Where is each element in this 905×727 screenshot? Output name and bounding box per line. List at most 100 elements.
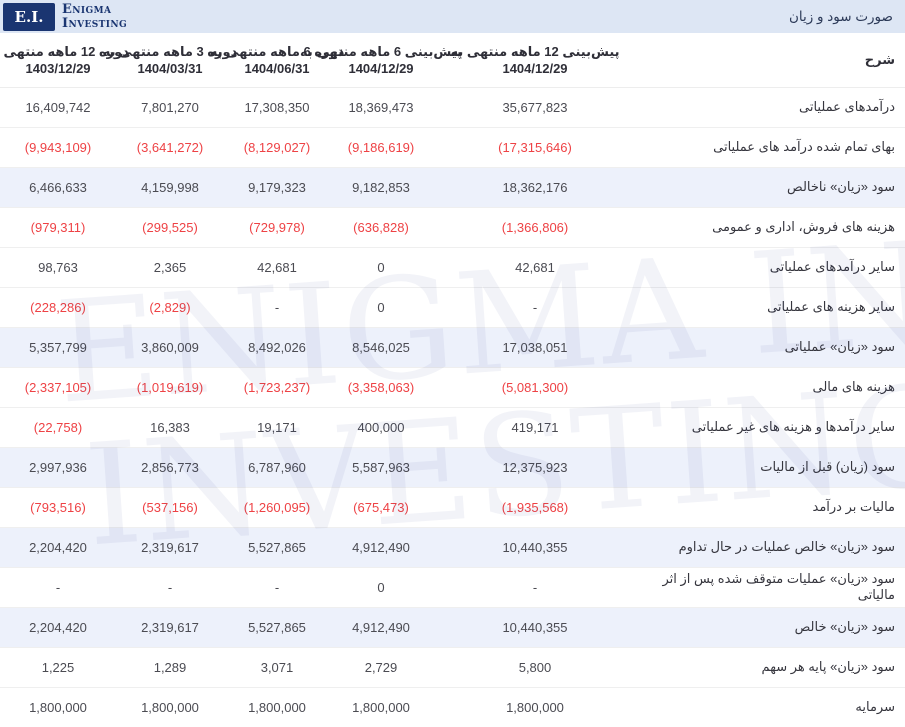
table-row: سود (زیان) قبل از مالیات 12,375,923 5,587,… [0, 447, 905, 487]
cell-value: (729,978) [249, 219, 305, 235]
brand-initials: E.I. [14, 7, 44, 26]
cell-value: - [532, 579, 538, 595]
table-row: هزینه های فروش، اداری و عمومی (1,366,806)… [0, 207, 905, 247]
cell-value: 1,225 [41, 659, 75, 675]
cell-value: 1,800,000 [352, 699, 410, 715]
cell-value: 0 [377, 579, 385, 595]
cell-value: 42,681 [515, 259, 555, 275]
cell-value: 2,204,420 [29, 619, 87, 635]
cell-value: (675,473) [353, 499, 409, 515]
cell-value: - [532, 299, 538, 315]
cell-value: 98,763 [38, 259, 78, 275]
cell-value: 7,801,270 [141, 99, 199, 115]
page-title: صورت سود و زیان [788, 8, 893, 24]
cell-value: 18,369,473 [348, 99, 414, 115]
cell-value: 10,440,355 [502, 539, 568, 555]
cell-value: 2,856,773 [141, 459, 199, 475]
row-label: بهای تمام شده درآمد های عملیاتی [713, 139, 895, 154]
cell-value: 1,289 [153, 659, 187, 675]
row-label: سود «زیان» خالص عملیات در حال تداوم [678, 539, 895, 554]
cell-value: (2,337,105) [24, 379, 92, 395]
row-label: سرمایه [855, 699, 895, 715]
column-header-period-12m: دوره 12 ماهه منتهی به 1403/12/29 [0, 33, 129, 87]
cell-value: (636,828) [353, 219, 409, 235]
cell-value: (537,156) [142, 499, 198, 515]
cell-value: 10,440,355 [502, 619, 568, 635]
row-label: هزینه های فروش، اداری و عمومی [712, 219, 895, 234]
cell-value: 4,912,490 [352, 619, 410, 635]
cell-value: 16,409,742 [25, 99, 91, 115]
column-header-forecast-12m: پیش‌بینی 12 ماهه منتهی به 1404/12/29 [432, 33, 638, 87]
table-row: سایر درآمدها و هزینه های غیر عملیاتی 419,… [0, 407, 905, 447]
table-row: بهای تمام شده درآمد های عملیاتی (17,315,6… [0, 127, 905, 167]
cell-value: (3,358,063) [347, 379, 415, 395]
cell-value: 5,587,963 [352, 459, 410, 475]
column-header-label: دوره 6 ماهه منتهی به [209, 43, 345, 59]
cell-value: (9,186,619) [347, 139, 415, 155]
cell-value: 5,527,865 [248, 619, 306, 635]
cell-value: - [274, 579, 280, 595]
column-header-label: دوره 12 ماهه منتهی به [0, 43, 129, 59]
cell-value: 3,860,009 [141, 339, 199, 355]
table-row: سود «زیان» پایه هر سهم 5,800 2,729 3,071 1,2… [0, 647, 905, 687]
table-row: مالیات بر درآمد (1,935,568) (675,473) (1,26… [0, 487, 905, 527]
column-header-label: پیش‌بینی 12 ماهه منتهی به [450, 43, 620, 59]
cell-value: - [274, 299, 280, 315]
brand-name-line1: Enigma [62, 2, 112, 18]
table-row: سود «زیان» عملیاتی 17,038,051 8,546,025 8,4… [0, 327, 905, 367]
cell-value: (5,081,300) [501, 379, 569, 395]
cell-value: 42,681 [257, 259, 297, 275]
cell-value: 0 [377, 299, 385, 315]
column-header-label: پیش‌بینی 6 ماهه منتهی به [300, 43, 462, 59]
cell-value: 0 [377, 259, 385, 275]
column-header-label: دوره 3 ماهه منتهی به [102, 43, 238, 59]
cell-value: 12,375,923 [502, 459, 568, 475]
cell-value: 2,729 [364, 659, 398, 675]
cell-value: (2,829) [149, 299, 191, 315]
row-label: سود (زیان) قبل از مالیات [760, 459, 895, 474]
cell-value: 1,800,000 [506, 699, 564, 715]
cell-value: 2,319,617 [141, 619, 199, 635]
income-statement-table: شرح پیش‌بینی 12 ماهه منتهی به 1404/12/29… [0, 33, 905, 727]
cell-value: (3,641,272) [136, 139, 204, 155]
cell-value: 5,527,865 [248, 539, 306, 555]
brand-logo-mark: E.I. [3, 2, 55, 31]
cell-value: 1,800,000 [29, 699, 87, 715]
row-label: سود «زیان» ناخالص [787, 179, 895, 194]
row-label: سود «زیان» پایه هر سهم [761, 659, 895, 674]
cell-value: 17,308,350 [244, 99, 310, 115]
brand-name: Enigma Investing [62, 3, 127, 30]
table-row: سایر درآمدهای عملیاتی 42,681 0 42,681 2,365 9… [0, 247, 905, 287]
cell-value: (9,943,109) [24, 139, 92, 155]
cell-value: (17,315,646) [498, 139, 572, 155]
cell-value: (8,129,027) [243, 139, 311, 155]
row-label: سود «زیان» عملیاتی [784, 339, 895, 354]
top-bar: E.I. Enigma Investing صورت سود و زیان [0, 0, 905, 33]
cell-value: (299,525) [142, 219, 198, 235]
cell-value: (979,311) [30, 219, 86, 235]
cell-value: (1,366,806) [501, 219, 569, 235]
table-row: هزینه های مالی (5,081,300) (3,358,063) (1,7… [0, 367, 905, 407]
cell-value: 35,677,823 [502, 99, 568, 115]
cell-value: 17,038,051 [502, 339, 568, 355]
cell-value: 8,546,025 [352, 339, 410, 355]
cell-value: 4,159,998 [141, 179, 199, 195]
table-row: درآمدهای عملیاتی 35,677,823 18,369,473 17,3… [0, 87, 905, 127]
column-header-period-6m: دوره 6 ماهه منتهی به 1404/06/31 [210, 33, 345, 87]
table-row: سایر هزینه های عملیاتی - 0 - (2,829) (228,286… [0, 287, 905, 327]
row-label: سود «زیان» خالص [794, 619, 895, 634]
column-header-period-3m: دوره 3 ماهه منتهی به 1404/03/31 [103, 33, 238, 87]
column-header-description: شرح [864, 51, 895, 67]
cell-value: 2,204,420 [29, 539, 87, 555]
table-header-row: شرح پیش‌بینی 12 ماهه منتهی به 1404/12/29… [0, 33, 905, 87]
table-row: سود «زیان» عملیات متوقف شده پس از اثر ما… [0, 567, 905, 607]
row-label: هزینه های مالی [812, 379, 895, 394]
cell-value: (1,723,237) [243, 379, 311, 395]
row-label: سود «زیان» عملیات متوقف شده پس از اثر ما… [662, 571, 895, 602]
brand-logo[interactable]: E.I. Enigma Investing [3, 2, 127, 31]
column-header-date: 1404/12/29 [348, 60, 414, 76]
cell-value: 3,071 [260, 659, 294, 675]
column-header-forecast-6m: پیش‌بینی 6 ماهه منتهی به 1404/12/29 [300, 33, 462, 87]
cell-value: 400,000 [357, 419, 405, 435]
